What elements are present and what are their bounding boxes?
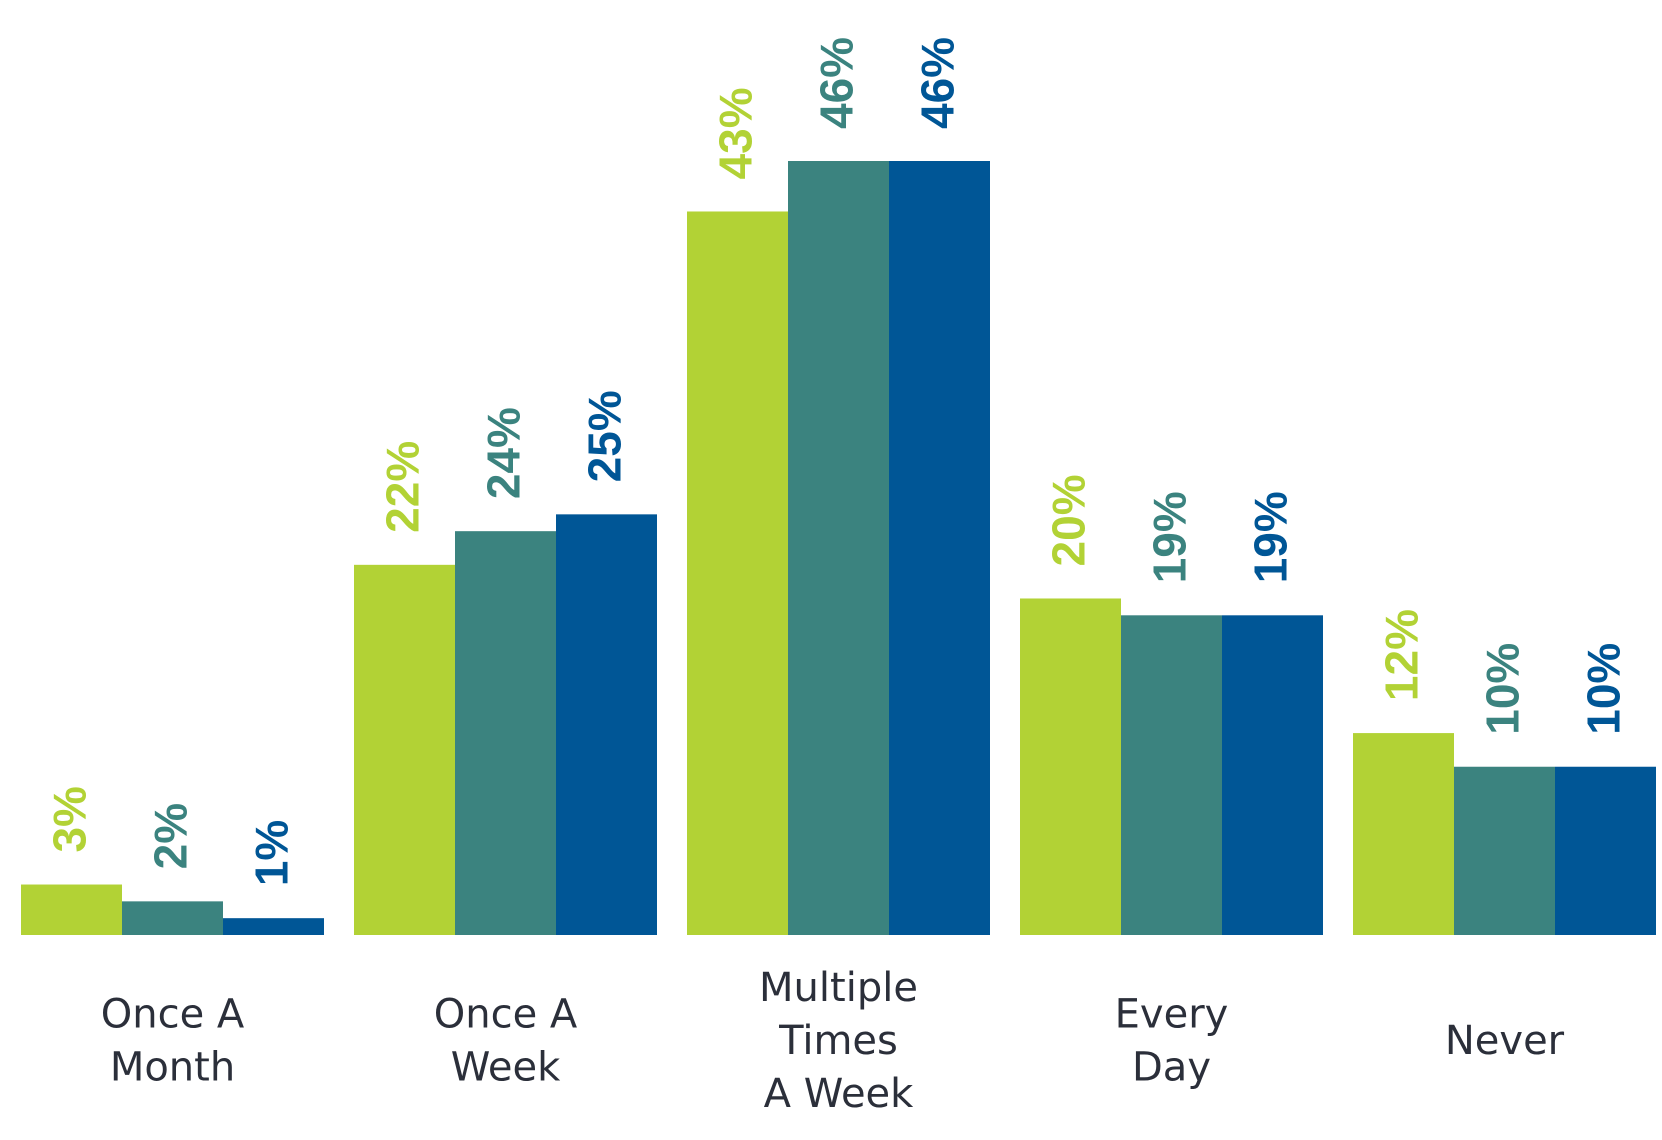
value-label-1-0: 22%: [377, 441, 429, 533]
value-label-4-0: 12%: [1376, 609, 1428, 701]
category-label-line: Multiple: [759, 965, 918, 1011]
bar-4-0: [1353, 733, 1454, 935]
bar-1-0: [354, 564, 455, 935]
value-label-3-2: 19%: [1245, 491, 1297, 583]
value-label-4-1: 10%: [1477, 643, 1529, 735]
bar-3-1: [1121, 615, 1222, 935]
category-label-line: Day: [1132, 1045, 1211, 1091]
category-label-0: Once A Month: [101, 992, 245, 1091]
bar-4-1: [1454, 766, 1555, 935]
bar-1-1: [455, 531, 556, 935]
bar-2-0: [687, 211, 788, 935]
value-label-0-0: 3%: [44, 786, 96, 852]
bar-0-1: [122, 901, 223, 935]
bars-layer: [21, 161, 1656, 935]
value-label-3-1: 19%: [1144, 491, 1196, 583]
bar-0-2: [223, 918, 324, 935]
bar-2-2: [889, 161, 990, 935]
value-label-0-1: 2%: [145, 803, 197, 869]
bar-4-2: [1555, 766, 1656, 935]
value-label-4-2: 10%: [1578, 643, 1630, 735]
category-label-line: Week: [451, 1045, 561, 1091]
value-label-0-2: 1%: [246, 820, 298, 886]
category-label-4: Never: [1445, 1018, 1565, 1064]
value-label-2-0: 43%: [710, 87, 762, 179]
value-label-2-2: 46%: [912, 37, 964, 129]
category-label-line: A Week: [764, 1071, 915, 1117]
category-label-line: Every: [1115, 992, 1229, 1038]
bar-0-0: [21, 884, 122, 935]
category-labels-layer: Once A Month Once A Week Multiple Times A Week…: [101, 965, 1565, 1117]
bar-3-0: [1020, 598, 1121, 935]
value-label-1-2: 25%: [579, 390, 631, 482]
value-label-1-1: 24%: [478, 407, 530, 499]
category-label-2: Multiple Times A Week: [759, 965, 918, 1117]
category-label-line: Month: [110, 1045, 235, 1091]
category-label-line: Once A: [434, 992, 578, 1038]
bar-2-1: [788, 161, 889, 935]
bar-3-2: [1222, 615, 1323, 935]
bar-1-2: [556, 514, 657, 935]
category-label-line: Times: [778, 1018, 898, 1064]
category-label-1: Once A Week: [434, 992, 578, 1091]
category-label-line: Never: [1445, 1018, 1565, 1064]
value-labels-layer: 3% 2% 1% 22% 24% 25% 43% 46% 46% 20% 19% 19% 12% 10% 1…: [44, 37, 1630, 886]
value-label-2-1: 46%: [811, 37, 863, 129]
value-label-3-0: 20%: [1043, 474, 1095, 566]
category-label-line: Once A: [101, 992, 245, 1038]
category-label-3: Every Day: [1115, 992, 1229, 1091]
